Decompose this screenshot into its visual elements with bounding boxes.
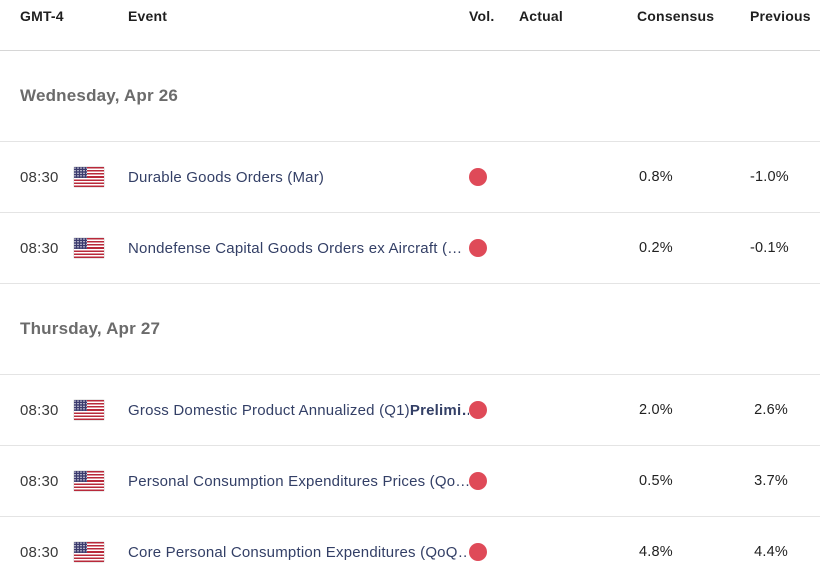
event-name-link[interactable]: Personal Consumption Expenditures Prices… [128, 473, 469, 490]
event-name: Nondefense Capital Goods Orders ex Aircr… [128, 239, 463, 257]
event-name: Core Personal Consumption Expenditures (… [128, 543, 469, 561]
previous-value: 2.6% [754, 402, 788, 418]
flag-canton [74, 167, 87, 178]
event-time: 08:30 [20, 239, 59, 257]
volatility-high-dot-icon [469, 168, 487, 186]
us-flag-icon [74, 542, 104, 562]
event-name: Durable Goods Orders (Mar) [128, 168, 325, 186]
consensus-value: 0.2% [639, 240, 673, 256]
flag-canton [74, 238, 87, 249]
previous-value: -0.1% [750, 240, 789, 256]
column-header-actual: Actual [519, 8, 563, 24]
event-name-link[interactable]: Durable Goods Orders (Mar) [128, 169, 469, 186]
table-row[interactable]: 08:30 Nondefense Capital Goods Orders ex… [0, 213, 820, 284]
table-row[interactable]: 08:30 Personal Consumption Expenditures … [0, 446, 820, 517]
column-header-consensus: Consensus [637, 8, 715, 24]
event-name: Personal Consumption Expenditures Prices… [128, 472, 469, 490]
date-section-title: Wednesday, Apr 26 [20, 86, 179, 105]
consensus-value: 0.8% [639, 169, 673, 185]
event-time: 08:30 [20, 168, 59, 186]
consensus-value: 0.5% [639, 473, 673, 489]
event-name: Gross Domestic Product Annualized (Q1) [128, 401, 410, 419]
us-flag-icon [74, 400, 104, 420]
flag-canton [74, 542, 87, 553]
flag-canton [74, 471, 87, 482]
column-header-volatility: Vol. [469, 8, 495, 24]
volatility-high-dot-icon [469, 239, 487, 257]
event-time: 08:30 [20, 472, 59, 490]
event-time: 08:30 [20, 543, 59, 561]
event-time: 08:30 [20, 401, 59, 419]
column-header-previous: Previous [750, 8, 811, 24]
date-section-header: Thursday, Apr 27 [0, 284, 820, 375]
date-section-title: Thursday, Apr 27 [20, 319, 161, 338]
table-row[interactable]: 08:30 Core Personal Consumption Expendit… [0, 517, 820, 577]
previous-value: 3.7% [754, 473, 788, 489]
column-header-event: Event [128, 8, 168, 24]
us-flag-icon [74, 238, 104, 258]
previous-value: 4.4% [754, 544, 788, 560]
event-name-link[interactable]: Core Personal Consumption Expenditures (… [128, 544, 469, 561]
previous-value: -1.0% [750, 169, 789, 185]
volatility-high-dot-icon [469, 472, 487, 490]
date-section-header: Wednesday, Apr 26 [0, 51, 820, 142]
event-name-link[interactable]: Nondefense Capital Goods Orders ex Aircr… [128, 240, 469, 257]
volatility-high-dot-icon [469, 543, 487, 561]
event-name-bold: Prelimi… [409, 401, 469, 419]
table-row[interactable]: 08:30 Durable Goods Orders (Mar) 0.8% -1… [0, 142, 820, 213]
consensus-value: 4.8% [639, 544, 673, 560]
us-flag-icon [74, 167, 104, 187]
flag-canton [74, 400, 87, 411]
consensus-value: 2.0% [639, 402, 673, 418]
us-flag-icon [74, 471, 104, 491]
column-header-time: GMT-4 [20, 8, 64, 24]
table-header-row: GMT-4 Event Vol. Actual Consensus Previo… [0, 0, 820, 51]
volatility-high-dot-icon [469, 401, 487, 419]
table-row[interactable]: 08:30 Gross Domestic Product Annualized … [0, 375, 820, 446]
event-name-link[interactable]: Gross Domestic Product Annualized (Q1)Pr… [128, 402, 469, 419]
